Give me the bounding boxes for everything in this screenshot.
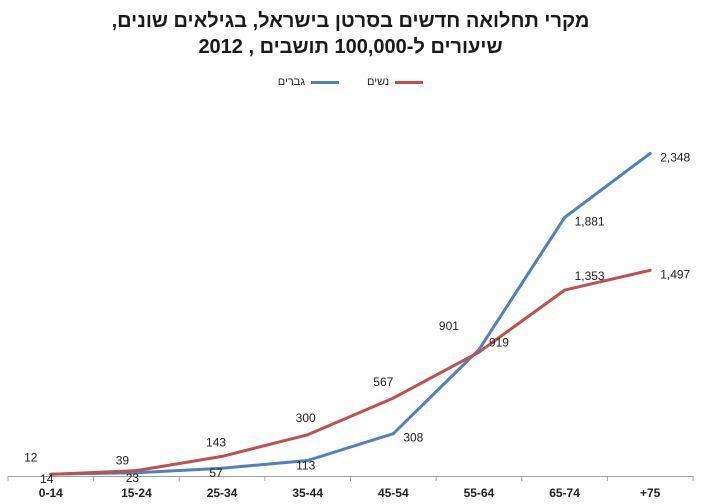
data-label-men: 919 — [489, 336, 509, 350]
data-point-women — [49, 472, 53, 476]
series-line-women — [50, 268, 651, 476]
x-tick-label: 0-14 — [39, 486, 63, 500]
data-label-men: 2,348 — [660, 150, 690, 164]
data-point-women — [477, 350, 481, 354]
x-tick-label: 15-24 — [121, 486, 152, 500]
legend: גברים נשים — [0, 76, 701, 88]
data-point-women — [306, 433, 310, 437]
data-label-women: 39 — [116, 454, 130, 468]
legend-swatch-women — [395, 80, 424, 84]
data-label-women: 567 — [373, 375, 393, 389]
data-label-women: 143 — [206, 435, 226, 449]
chart-title-line-2: שיעורים ל-100,000 תושבים , 2012 — [198, 36, 503, 58]
legend-item-women: נשים — [367, 76, 424, 88]
data-point-women — [220, 454, 224, 458]
legend-swatch-men — [311, 80, 339, 84]
data-point-men — [391, 432, 395, 436]
data-point-women — [648, 268, 652, 272]
data-label-women: 300 — [296, 411, 316, 425]
x-tick-label: 65-74 — [549, 486, 580, 500]
legend-label-men: גברים — [277, 76, 305, 88]
x-tick-label: +75 — [640, 486, 661, 500]
data-label-men: 23 — [126, 471, 140, 485]
data-point-men — [220, 466, 224, 470]
chart-title-line-1: מקרי תחלואה חדשים בסרטן בישראל, בגילאים … — [111, 10, 590, 32]
data-point-women — [563, 288, 567, 292]
data-point-women — [134, 469, 138, 473]
data-point-women — [391, 396, 395, 400]
data-label-women: 1,497 — [660, 267, 690, 281]
data-label-women: 12 — [24, 450, 38, 464]
data-label-women: 901 — [439, 319, 459, 333]
data-label-men: 113 — [296, 458, 315, 472]
data-point-men — [306, 458, 310, 462]
chart-title: מקרי תחלואה חדשים בסרטן בישראל, בגילאים … — [0, 8, 701, 60]
data-point-men — [648, 151, 652, 155]
data-label-men: 57 — [209, 466, 223, 480]
data-label-men: 1,881 — [575, 215, 605, 229]
legend-item-men: גברים — [278, 76, 339, 88]
x-tick-label: 25-34 — [207, 486, 238, 500]
series-line-men — [50, 152, 652, 476]
data-point-men — [563, 216, 567, 220]
x-tick-label: 45-54 — [378, 486, 409, 500]
data-label-men: 14 — [40, 472, 54, 486]
x-tick-label: 35-44 — [292, 486, 323, 500]
legend-label-women: נשים — [367, 76, 390, 88]
data-label-women: 1,353 — [575, 269, 605, 283]
x-tick-label: 55-64 — [464, 486, 495, 500]
data-label-men: 308 — [403, 431, 423, 445]
